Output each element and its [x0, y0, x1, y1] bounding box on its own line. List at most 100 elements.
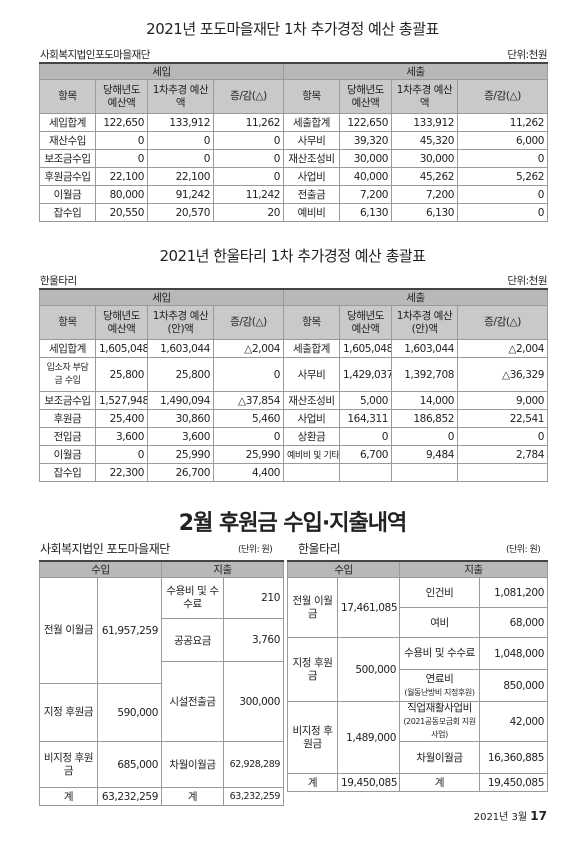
right-exp-value: 850,000	[479, 669, 548, 702]
t1-unit: 단위:천원	[507, 49, 547, 61]
t1-table: 세입 세출 항목 당해년도 예산액 1차추경 예산액 증/감(△) 항목 당해년…	[38, 62, 549, 222]
right-exp-value: 1,081,200	[479, 577, 548, 608]
t2-row: 후원금 25,400 30,860 5,460 사업비 164,311 186,852 22,…	[39, 409, 549, 428]
t2-row: 이월금 0 25,990 25,990 예비비 및 기타 6,700 9,484 2,784	[39, 445, 549, 464]
t1-cell: 0	[95, 149, 148, 168]
t1-col-header: 증/감(△)	[212, 79, 285, 114]
t2-cell: 186,852	[391, 409, 459, 428]
section-title: 2월 후원금 수입·지출내역	[178, 511, 407, 536]
t1-col-header: 당해년도 예산액	[95, 79, 148, 114]
t2-col-header: 1차추경 예산(안)액	[147, 305, 214, 340]
left-exp-label: 차월이월금	[161, 741, 224, 788]
t1-row: 이월금 80,000 91,242 11,242 전출금 7,200 7,200 0	[39, 185, 549, 204]
t2-cell: 164,311	[339, 409, 393, 428]
right-inc-label: 비지정 후원금	[287, 701, 338, 774]
right-unit: (단위: 원)	[506, 545, 541, 555]
t2-cell: 2,784	[457, 445, 549, 464]
t1-cell: 22,100	[147, 167, 214, 186]
t1-cell: 잡수입	[39, 203, 96, 222]
t1-expense-header: 세출	[283, 62, 549, 80]
t1-cell: 91,242	[147, 185, 214, 204]
t2-cell: 사업비	[283, 409, 341, 428]
t1-cell: 39,320	[339, 131, 393, 150]
t2-cell: △2,004	[212, 339, 285, 358]
t2-title: 2021년 한울타리 1차 추가경정 예산 총괄표	[159, 247, 426, 265]
t1-income-header: 세입	[38, 62, 285, 80]
t1-cell: 11,242	[212, 185, 285, 204]
t2-col-header: 1차추경 예산(안)액	[391, 305, 459, 340]
t1-cell: 0	[212, 167, 285, 186]
t2-cell: 1,490,094	[147, 391, 214, 410]
t1-cell: 사무비	[283, 131, 341, 150]
t2-cell	[283, 463, 341, 482]
t2-cell: 25,800	[147, 357, 214, 392]
t1-cell: 0	[147, 131, 214, 150]
t1-cell: 6,130	[391, 203, 459, 222]
page-number: 17	[530, 809, 547, 823]
t2-cell: 9,000	[457, 391, 549, 410]
t2-org: 한울타리	[40, 275, 77, 287]
t1-cell: 0	[212, 131, 285, 150]
t2-cell	[457, 463, 549, 482]
right-exp-note: (2021공동모금회 지원사업)	[403, 717, 476, 739]
right-inc-label: 지정 후원금	[287, 637, 338, 702]
right-exp-value: 16,360,885	[479, 741, 548, 774]
right-table: 수입 지출 전월 이월금 17,461,085 인건비 1,081,200 여비…	[287, 560, 548, 792]
t2-cell: △2,004	[457, 339, 549, 358]
right-inc-value: 1,489,000	[337, 701, 400, 774]
t2-cell: 이월금	[39, 445, 96, 464]
t1-col-header: 항목	[39, 79, 96, 114]
left-inc-value: 61,957,259	[97, 577, 162, 684]
right-total-label: 계	[287, 773, 338, 792]
t2-cell: 입소자 부담금 수입	[39, 357, 96, 392]
t1-cell: 133,912	[147, 113, 214, 132]
t1-row: 재산수입 0 0 0 사무비 39,320 45,320 6,000	[39, 131, 549, 150]
t2-unit: 단위:천원	[507, 275, 547, 287]
t1-title: 2021년 포도마을재단 1차 추가경정 예산 총괄표	[146, 20, 439, 38]
right-exp-label: 인건비	[399, 577, 480, 608]
t2-cell: 보조금수입	[39, 391, 96, 410]
right-exp-value: 42,000	[479, 701, 548, 742]
t2-expense-header: 세출	[283, 288, 549, 306]
t1-cell: 0	[212, 149, 285, 168]
t2-cell: 사무비	[283, 357, 341, 392]
t2-cell: 1,527,948	[95, 391, 148, 410]
t1-cell: 0	[147, 149, 214, 168]
right-exp-value: 68,000	[479, 607, 548, 638]
t1-row: 잡수입 20,550 20,570 20 예비비 6,130 6,130 0	[39, 203, 549, 222]
t1-cell: 5,262	[457, 167, 549, 186]
t1-cell: 6,000	[457, 131, 549, 150]
t2-cell: 0	[391, 427, 459, 446]
right-total-inc: 19,450,085	[337, 773, 400, 792]
t1-col-header: 1차추경 예산액	[147, 79, 214, 114]
t2-row: 세입합계 1,605,048 1,603,044 △2,004 세출합계 1,605,04…	[39, 339, 549, 358]
t1-cell: 7,200	[391, 185, 459, 204]
t1-cell: 재산수입	[39, 131, 96, 150]
t2-cell: 3,600	[95, 427, 148, 446]
t1-cell: 20	[212, 203, 285, 222]
t1-col-header: 당해년도 예산액	[339, 79, 393, 114]
left-total-label: 계	[39, 787, 98, 806]
left-exp-value: 300,000	[223, 661, 284, 742]
t1-cell: 0	[95, 131, 148, 150]
t2-cell: 14,000	[391, 391, 459, 410]
left-exp-label: 공공요금	[161, 618, 224, 662]
right-expense-header: 지출	[399, 560, 548, 578]
t2-cell: 5,460	[212, 409, 285, 428]
t2-cell: △37,854	[212, 391, 285, 410]
left-exp-value: 210	[223, 577, 284, 619]
t2-cell: 1,605,048	[95, 339, 148, 358]
t2-cell: 1,603,044	[391, 339, 459, 358]
t2-cell: 세출합계	[283, 339, 341, 358]
left-income-header: 수입	[39, 560, 162, 578]
t1-cell: 0	[457, 149, 549, 168]
t2-cell: 예비비 및 기타	[283, 445, 341, 464]
right-exp-label-text: 연료비	[425, 672, 454, 685]
left-exp-value: 62,928,289	[223, 741, 284, 788]
t2-cell: 후원금	[39, 409, 96, 428]
t2-col-header: 증/감(△)	[212, 305, 285, 340]
left-exp-label: 수용비 및 수수료	[161, 577, 224, 619]
t1-cell: 133,912	[391, 113, 459, 132]
t2-cell: 0	[212, 427, 285, 446]
right-inc-value: 17,461,085	[337, 577, 400, 638]
